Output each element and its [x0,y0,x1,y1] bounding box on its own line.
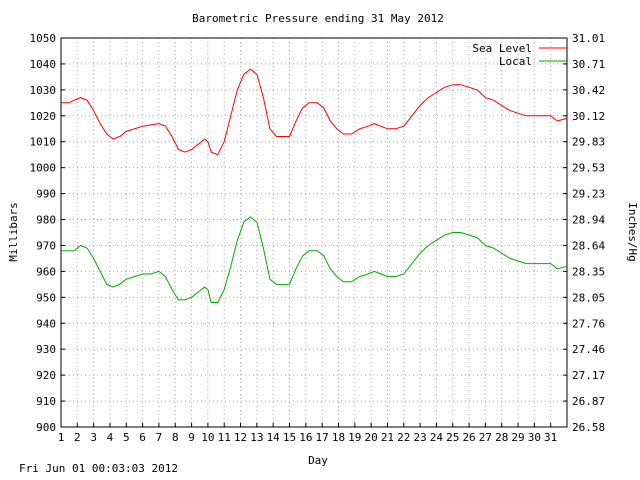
x-tick-label: 2 [74,431,81,444]
x-tick-label: 30 [528,431,541,444]
x-tick-label: 31 [544,431,557,444]
x-tick-label: 10 [201,431,214,444]
x-axis-ticks: 1 2 3 4 5 6 7 8 9 10 11 12 13 14 15 16 17 18 19 20 21 22 23 24 2… [58,423,557,444]
series-line-local [61,216,568,303]
y-right-tick-label: 29.83 [572,136,605,149]
y-tick-label: 1000 [30,162,57,175]
x-tick-label: 19 [348,431,361,444]
y-tick-label: 1030 [30,84,57,97]
y-right-tick-label: 27.17 [572,369,605,382]
y-right-tick-label: 30.71 [572,58,605,71]
x-tick-label: 6 [139,431,146,444]
x-tick-label: 27 [479,431,492,444]
y-right-tick-label: 28.05 [572,291,605,304]
grid [61,38,567,427]
y-tick-label: 910 [36,395,56,408]
x-tick-label: 3 [90,431,97,444]
y-right-tick-label: 29.23 [572,188,605,201]
x-tick-label: 15 [283,431,296,444]
y-axis-left-label: Millibars [7,202,20,262]
y-tick-label: 950 [36,291,56,304]
legend-label: Sea Level [472,42,532,55]
x-tick-label: 1 [58,431,65,444]
series-lines [61,68,568,303]
x-tick-label: 8 [172,431,179,444]
x-tick-label: 4 [107,431,114,444]
y-right-tick-label: 30.12 [572,110,605,123]
y-right-tick-label: 27.76 [572,317,605,330]
y-tick-label: 960 [36,265,56,278]
y-tick-label: 1040 [30,58,57,71]
y-right-tick-label: 28.64 [572,239,605,252]
plot-area [60,37,568,428]
y-tick-label: 980 [36,214,56,227]
x-tick-label: 25 [446,431,459,444]
x-tick-label: 29 [511,431,524,444]
y-tick-label: 930 [36,343,56,356]
y-axis-right-ticks: 26.58 26.87 27.17 27.46 27.76 28.05 28.35 28.64… [563,32,605,434]
x-tick-label: 13 [250,431,263,444]
x-tick-label: 12 [234,431,247,444]
x-tick-label: 14 [267,431,281,444]
y-tick-label: 1020 [30,110,57,123]
y-tick-label: 990 [36,188,56,201]
x-tick-label: 21 [381,431,394,444]
x-tick-label: 22 [397,431,410,444]
x-tick-label: 9 [188,431,195,444]
y-axis-right-label: Inches/Hg [626,202,639,262]
y-tick-label: 900 [36,421,56,434]
x-tick-label: 11 [218,431,231,444]
chart-title: Barometric Pressure ending 31 May 2012 [192,12,444,25]
y-tick-label: 1050 [30,32,57,45]
series-line-sea-level [61,68,568,156]
x-axis-label: Day [308,454,328,467]
legend-label: Local [499,55,532,68]
footer-timestamp: Fri Jun 01 00:03:03 2012 [19,462,178,475]
y-right-tick-label: 29.53 [572,162,605,175]
y-right-tick-label: 30.42 [572,84,605,97]
x-tick-label: 23 [413,431,426,444]
x-tick-label: 18 [332,431,345,444]
y-right-tick-label: 26.58 [572,421,605,434]
x-tick-label: 20 [365,431,378,444]
x-tick-label: 7 [156,431,163,444]
x-tick-label: 17 [316,431,329,444]
y-tick-label: 940 [36,317,56,330]
y-tick-label: 970 [36,239,56,252]
y-right-tick-label: 28.35 [572,265,605,278]
y-right-tick-label: 27.46 [572,343,605,356]
x-tick-label: 24 [430,431,444,444]
y-right-tick-label: 28.94 [572,214,605,227]
y-axis-left-ticks: 900 910 920 930 940 950 960 970 980 990 1000 1010 10… [30,32,65,434]
y-right-tick-label: 26.87 [572,395,605,408]
x-tick-label: 26 [462,431,475,444]
y-tick-label: 1010 [30,136,57,149]
x-tick-label: 5 [123,431,130,444]
y-tick-label: 920 [36,369,56,382]
x-tick-label: 16 [299,431,312,444]
y-right-tick-label: 31.01 [572,32,605,45]
x-tick-label: 28 [495,431,508,444]
